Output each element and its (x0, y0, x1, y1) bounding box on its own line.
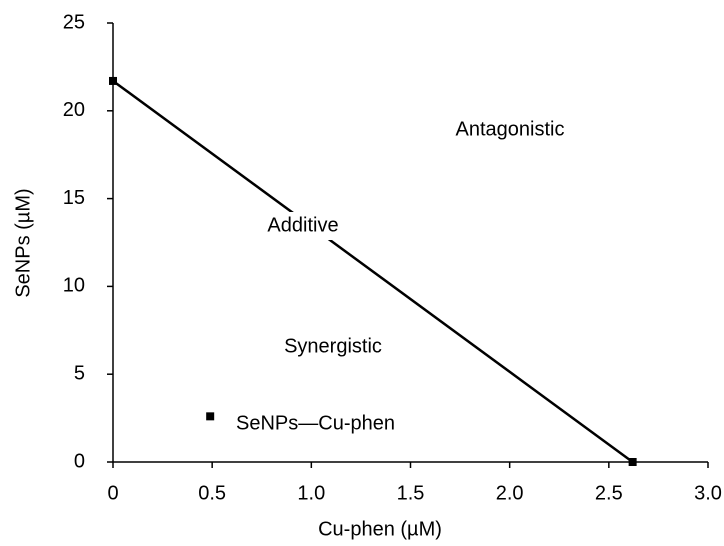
additive-line (112, 79, 634, 464)
region-label: Synergistic (284, 335, 382, 357)
label-background (253, 212, 353, 240)
x-tick-label: 0.5 (198, 482, 226, 504)
x-tick-label: 3.0 (694, 482, 722, 504)
x-axis-label: Cu-phen (µM) (318, 518, 442, 540)
region-label: Antagonistic (456, 118, 565, 140)
y-tick-label: 25 (63, 11, 85, 33)
x-tick-label: 0 (107, 482, 118, 504)
combination-point (206, 412, 215, 421)
point-label: SeNPs—Cu-phen (236, 412, 395, 434)
y-axis-label: SeNPs (µM) (12, 188, 34, 297)
y-tick-label: 10 (63, 275, 85, 297)
x-tick-label: 1.5 (397, 482, 425, 504)
x-tick-label: 1.0 (297, 482, 325, 504)
y-tick-label: 0 (74, 450, 85, 472)
x-tick-label: 2.5 (595, 482, 623, 504)
point-marker (109, 76, 117, 85)
y-tick-label: 5 (74, 362, 85, 384)
point-marker (628, 458, 637, 466)
region-label: Additive (267, 214, 338, 236)
y-tick-label: 15 (63, 187, 85, 209)
x-tick-label: 2.0 (496, 482, 524, 504)
y-tick-label: 20 (63, 99, 85, 121)
